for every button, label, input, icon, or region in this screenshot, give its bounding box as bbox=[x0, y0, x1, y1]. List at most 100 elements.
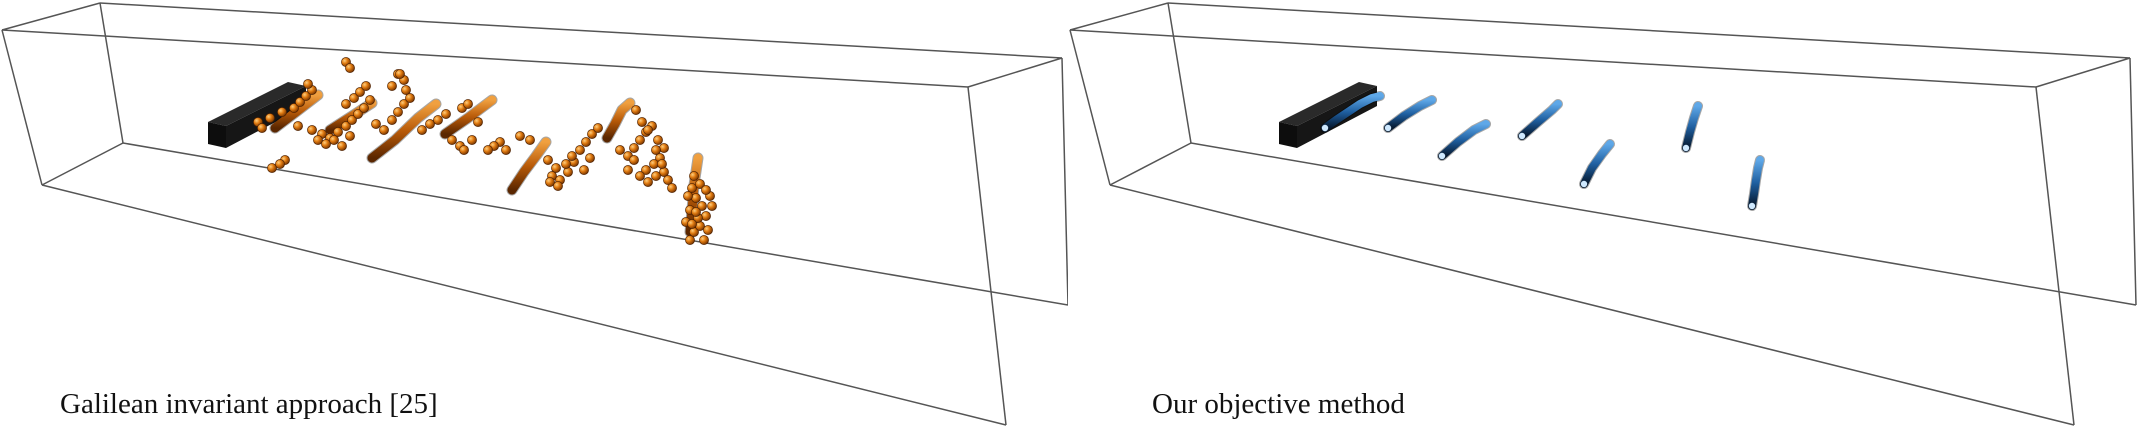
visualization-left bbox=[1, 2, 1068, 426]
pathlines-right bbox=[1320, 91, 1765, 211]
particle-99 bbox=[643, 125, 653, 135]
particle-91 bbox=[623, 165, 633, 175]
particle-24 bbox=[349, 93, 359, 103]
particle-19 bbox=[347, 115, 357, 125]
particle-63 bbox=[551, 163, 561, 173]
particle-121 bbox=[691, 207, 701, 217]
particle-12 bbox=[275, 159, 285, 169]
particle-32 bbox=[371, 119, 381, 129]
pathline-right-3-seed bbox=[1438, 152, 1446, 160]
particle-59 bbox=[483, 145, 493, 155]
pathline-left-3 bbox=[367, 99, 441, 163]
particle-101 bbox=[657, 159, 667, 169]
particle-120 bbox=[687, 219, 697, 229]
particle-95 bbox=[651, 171, 661, 181]
particle-70 bbox=[587, 129, 597, 139]
particle-29 bbox=[329, 135, 339, 145]
particle-96 bbox=[643, 177, 653, 187]
particle-4 bbox=[295, 97, 305, 107]
caption-objective-method: Our objective method bbox=[1152, 388, 1405, 420]
particle-119 bbox=[683, 191, 693, 201]
particle-50 bbox=[463, 99, 473, 109]
particle-13 bbox=[293, 121, 303, 131]
scattered-particles-left bbox=[253, 57, 717, 245]
particle-100 bbox=[651, 145, 661, 155]
particle-31 bbox=[345, 131, 355, 141]
particle-53 bbox=[459, 145, 469, 155]
pathline-right-6 bbox=[1682, 102, 1702, 152]
particle-38 bbox=[401, 85, 411, 95]
particle-111 bbox=[699, 235, 709, 245]
pathline-right-4 bbox=[1518, 100, 1562, 140]
panel-galilean-invariant: Galilean invariant approach [25] bbox=[0, 0, 1068, 429]
particle-66 bbox=[563, 167, 573, 177]
pathline-right-1 bbox=[1321, 92, 1384, 132]
pathline-right-5 bbox=[1580, 140, 1614, 188]
particle-110 bbox=[703, 225, 713, 235]
pathline-right-2-seed bbox=[1384, 124, 1392, 132]
particle-5 bbox=[301, 91, 311, 101]
particle-7 bbox=[303, 79, 313, 89]
particle-78 bbox=[615, 145, 625, 155]
particle-69 bbox=[581, 137, 591, 147]
particle-106 bbox=[697, 201, 707, 211]
particle-47 bbox=[433, 115, 443, 125]
panel-objective-method: Our objective method bbox=[1068, 0, 2137, 429]
particle-26 bbox=[361, 81, 371, 91]
particle-51 bbox=[447, 135, 457, 145]
bounding-box-right bbox=[1069, 2, 2137, 426]
particle-94 bbox=[667, 183, 677, 193]
particle-1 bbox=[265, 113, 275, 123]
particle-84 bbox=[653, 135, 663, 145]
pathline-right-3 bbox=[1438, 120, 1490, 160]
particle-18 bbox=[341, 121, 351, 131]
particle-35 bbox=[393, 107, 403, 117]
particle-44 bbox=[395, 69, 405, 79]
obstacle-right bbox=[1279, 82, 1377, 148]
particle-3 bbox=[289, 103, 299, 113]
particle-85 bbox=[659, 143, 669, 153]
pathline-right-5-seed bbox=[1580, 180, 1588, 188]
particle-48 bbox=[441, 109, 451, 119]
pathline-right-1-seed bbox=[1321, 124, 1329, 132]
particle-42 bbox=[345, 63, 355, 73]
particle-73 bbox=[579, 165, 589, 175]
particle-46 bbox=[425, 119, 435, 129]
pathline-left-4 bbox=[440, 95, 497, 139]
particle-28 bbox=[321, 139, 331, 149]
particle-14 bbox=[307, 125, 317, 135]
particle-34 bbox=[387, 115, 397, 125]
particle-114 bbox=[707, 201, 717, 211]
pathline-right-2 bbox=[1384, 96, 1436, 132]
particle-89 bbox=[635, 171, 645, 181]
particle-68 bbox=[575, 145, 585, 155]
particle-62 bbox=[543, 155, 553, 165]
pathline-right-6-seed bbox=[1682, 144, 1690, 152]
particle-20 bbox=[353, 109, 363, 119]
particle-105 bbox=[701, 211, 711, 221]
particle-60 bbox=[515, 131, 525, 141]
particle-75 bbox=[553, 181, 563, 191]
particle-81 bbox=[635, 135, 645, 145]
particle-21 bbox=[359, 103, 369, 113]
particle-33 bbox=[379, 125, 389, 135]
pathline-left-6 bbox=[602, 98, 635, 143]
particle-61 bbox=[525, 135, 535, 145]
caption-galilean-invariant: Galilean invariant approach [25] bbox=[60, 388, 438, 420]
particle-97 bbox=[631, 105, 641, 115]
particle-25 bbox=[355, 87, 365, 97]
particle-43 bbox=[387, 81, 397, 91]
pathline-right-7 bbox=[1748, 156, 1764, 210]
particle-37 bbox=[405, 93, 415, 103]
particle-30 bbox=[337, 141, 347, 151]
pathline-right-7-seed bbox=[1748, 202, 1756, 210]
particle-17 bbox=[333, 127, 343, 137]
particle-98 bbox=[637, 117, 647, 127]
particle-57 bbox=[501, 145, 511, 155]
particle-80 bbox=[629, 143, 639, 153]
particle-102 bbox=[685, 235, 695, 245]
particle-9 bbox=[257, 123, 267, 133]
particle-76 bbox=[561, 159, 571, 169]
particle-115 bbox=[687, 183, 697, 193]
particle-107 bbox=[691, 193, 701, 203]
